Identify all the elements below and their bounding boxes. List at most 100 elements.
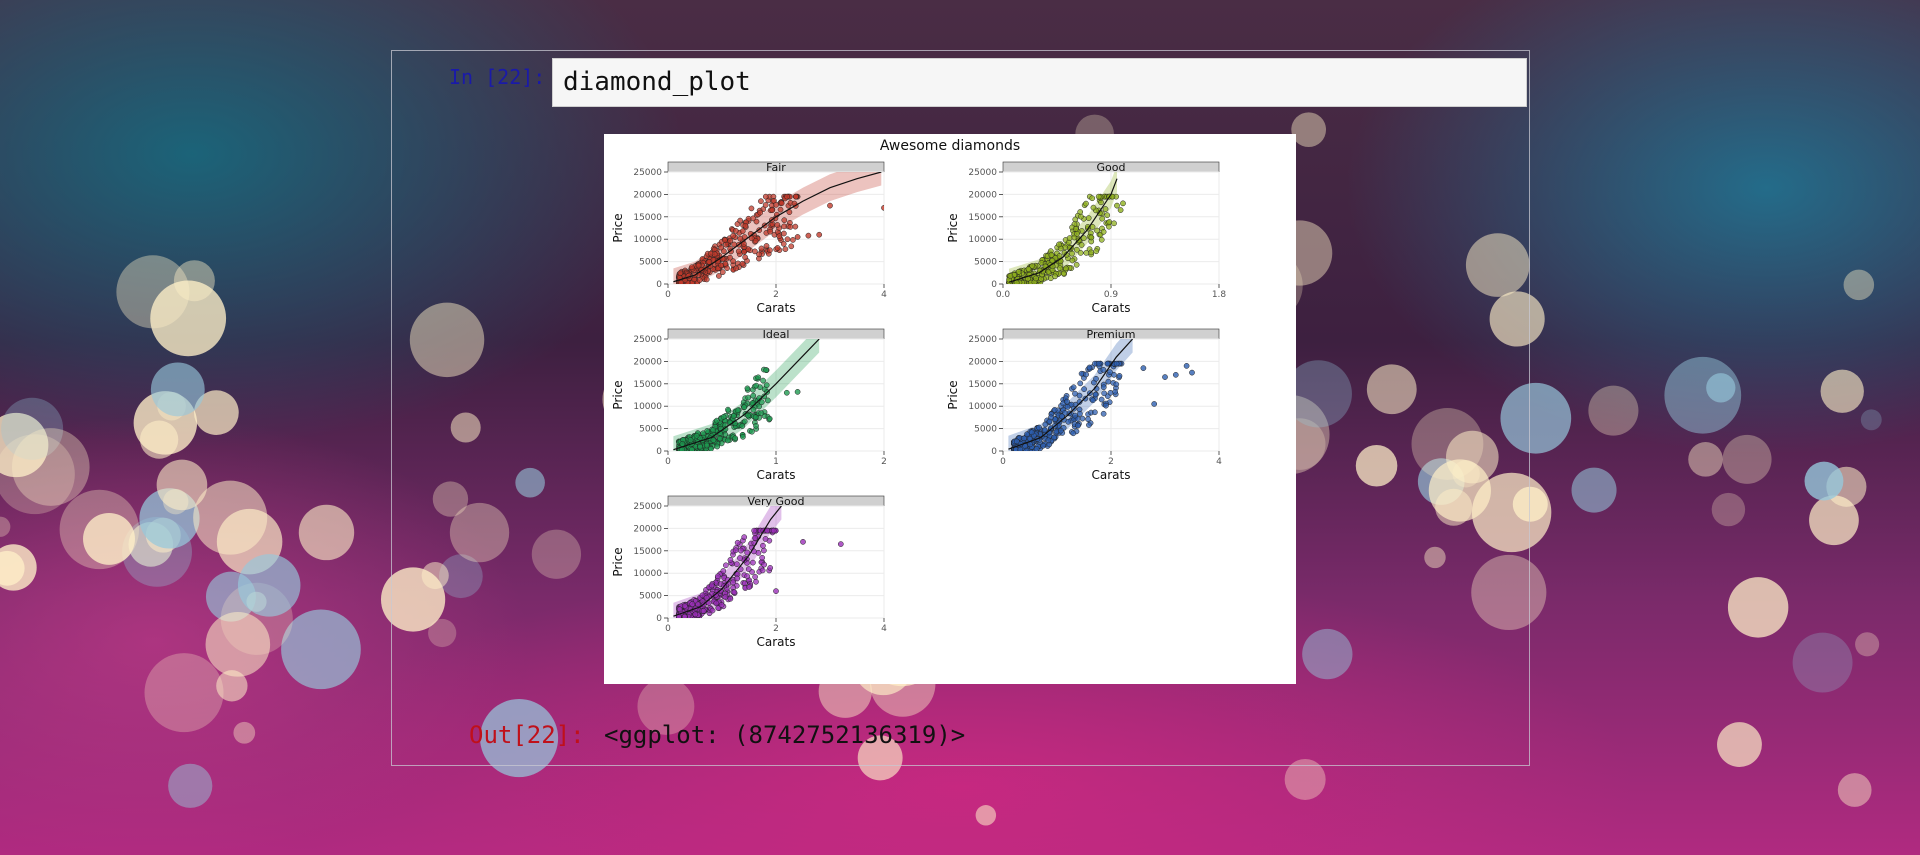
- data-point: [1101, 390, 1108, 397]
- bokeh-circle: [11, 428, 90, 506]
- y-axis-label: Price: [946, 213, 960, 242]
- bokeh-circle: [1588, 385, 1639, 436]
- data-point: [742, 254, 748, 261]
- x-tick-label: 0: [665, 457, 671, 467]
- data-point: [688, 264, 695, 271]
- data-point: [758, 245, 765, 252]
- bokeh-circle: [0, 434, 75, 515]
- data-point: [1025, 266, 1032, 272]
- data-point: [781, 230, 787, 237]
- data-point: [740, 433, 746, 440]
- data-point: [1040, 442, 1047, 449]
- bokeh-circle: [1571, 467, 1617, 513]
- data-point: [1100, 384, 1107, 391]
- bokeh-circle: [438, 554, 483, 599]
- bokeh-circle: [515, 467, 545, 498]
- bokeh-circle: [1837, 773, 1872, 807]
- bokeh-circle: [1, 397, 64, 460]
- data-point: [1083, 250, 1090, 256]
- bokeh-circle: [450, 412, 481, 443]
- data-point: [748, 235, 755, 242]
- data-point: [1079, 415, 1086, 422]
- data-point: [787, 224, 794, 230]
- bokeh-circle: [1489, 291, 1545, 347]
- data-point: [741, 418, 748, 425]
- bokeh-circle: [428, 618, 457, 648]
- data-point: [711, 251, 718, 258]
- data-point: [708, 582, 715, 589]
- outlier-point: [1151, 401, 1158, 407]
- bokeh-circle: [1465, 233, 1530, 297]
- data-point: [755, 374, 762, 381]
- data-point: [759, 554, 766, 561]
- data-point: [1089, 195, 1096, 202]
- data-point: [706, 259, 713, 265]
- data-point: [735, 248, 742, 255]
- x-axis-label: Carats: [757, 468, 796, 482]
- data-point: [723, 241, 729, 248]
- bokeh-circle: [1727, 577, 1789, 638]
- data-point: [762, 202, 769, 208]
- data-point: [1106, 223, 1112, 230]
- y-tick-label: 15000: [968, 213, 997, 223]
- y-tick-label: 0: [656, 614, 662, 624]
- data-point: [720, 414, 727, 420]
- input-prompt: In [22]:: [449, 65, 546, 89]
- data-point: [1069, 250, 1075, 257]
- x-tick-label: 2: [773, 624, 779, 634]
- bokeh-circle: [1291, 112, 1327, 148]
- code-input[interactable]: diamond_plot: [552, 58, 1527, 107]
- x-tick-label: 0: [665, 290, 671, 300]
- data-point: [764, 527, 771, 534]
- data-point: [703, 442, 710, 449]
- data-point: [752, 414, 759, 421]
- data-point: [745, 412, 751, 419]
- y-tick-label: 20000: [968, 190, 997, 200]
- data-point: [752, 574, 758, 580]
- data-point: [1070, 430, 1077, 437]
- data-point: [739, 423, 746, 429]
- outlier-point: [1172, 371, 1179, 378]
- bokeh-circle: [237, 554, 301, 617]
- data-point: [722, 562, 729, 569]
- data-point: [776, 233, 783, 239]
- data-point: [777, 206, 784, 213]
- data-point: [1090, 397, 1096, 404]
- data-point: [718, 602, 725, 608]
- data-point: [689, 446, 695, 451]
- data-point: [1045, 437, 1052, 444]
- data-point: [727, 254, 733, 261]
- data-point: [1057, 265, 1063, 272]
- data-point: [744, 385, 751, 392]
- data-point: [761, 561, 768, 568]
- y-tick-label: 10000: [633, 569, 662, 579]
- data-point: [784, 193, 790, 200]
- outlier-point: [881, 204, 884, 211]
- data-point: [676, 606, 683, 613]
- data-point: [793, 193, 799, 200]
- data-point: [1070, 384, 1077, 391]
- data-point: [717, 435, 723, 442]
- x-tick-label: 2: [773, 290, 779, 300]
- outlier-point: [794, 234, 801, 240]
- data-point: [1064, 404, 1071, 410]
- x-axis-label: Carats: [1092, 468, 1131, 482]
- facet-strip-label: Fair: [766, 161, 786, 174]
- x-tick-label: 1.8: [1212, 290, 1227, 300]
- data-point: [758, 399, 765, 406]
- data-point: [1065, 418, 1072, 425]
- data-point: [774, 245, 781, 251]
- data-point: [1111, 220, 1117, 227]
- data-point: [1064, 398, 1070, 405]
- x-tick-label: 0.0: [996, 290, 1011, 300]
- data-point: [721, 248, 727, 255]
- data-point: [1041, 427, 1048, 433]
- facet-strip-label: Ideal: [763, 328, 790, 341]
- trend-line: [1008, 339, 1134, 450]
- data-point: [1049, 257, 1056, 264]
- data-point: [1085, 416, 1091, 423]
- y-tick-label: 15000: [633, 213, 662, 223]
- bokeh-circle: [1688, 442, 1723, 477]
- data-point: [741, 404, 748, 411]
- outlier-point: [1183, 363, 1190, 369]
